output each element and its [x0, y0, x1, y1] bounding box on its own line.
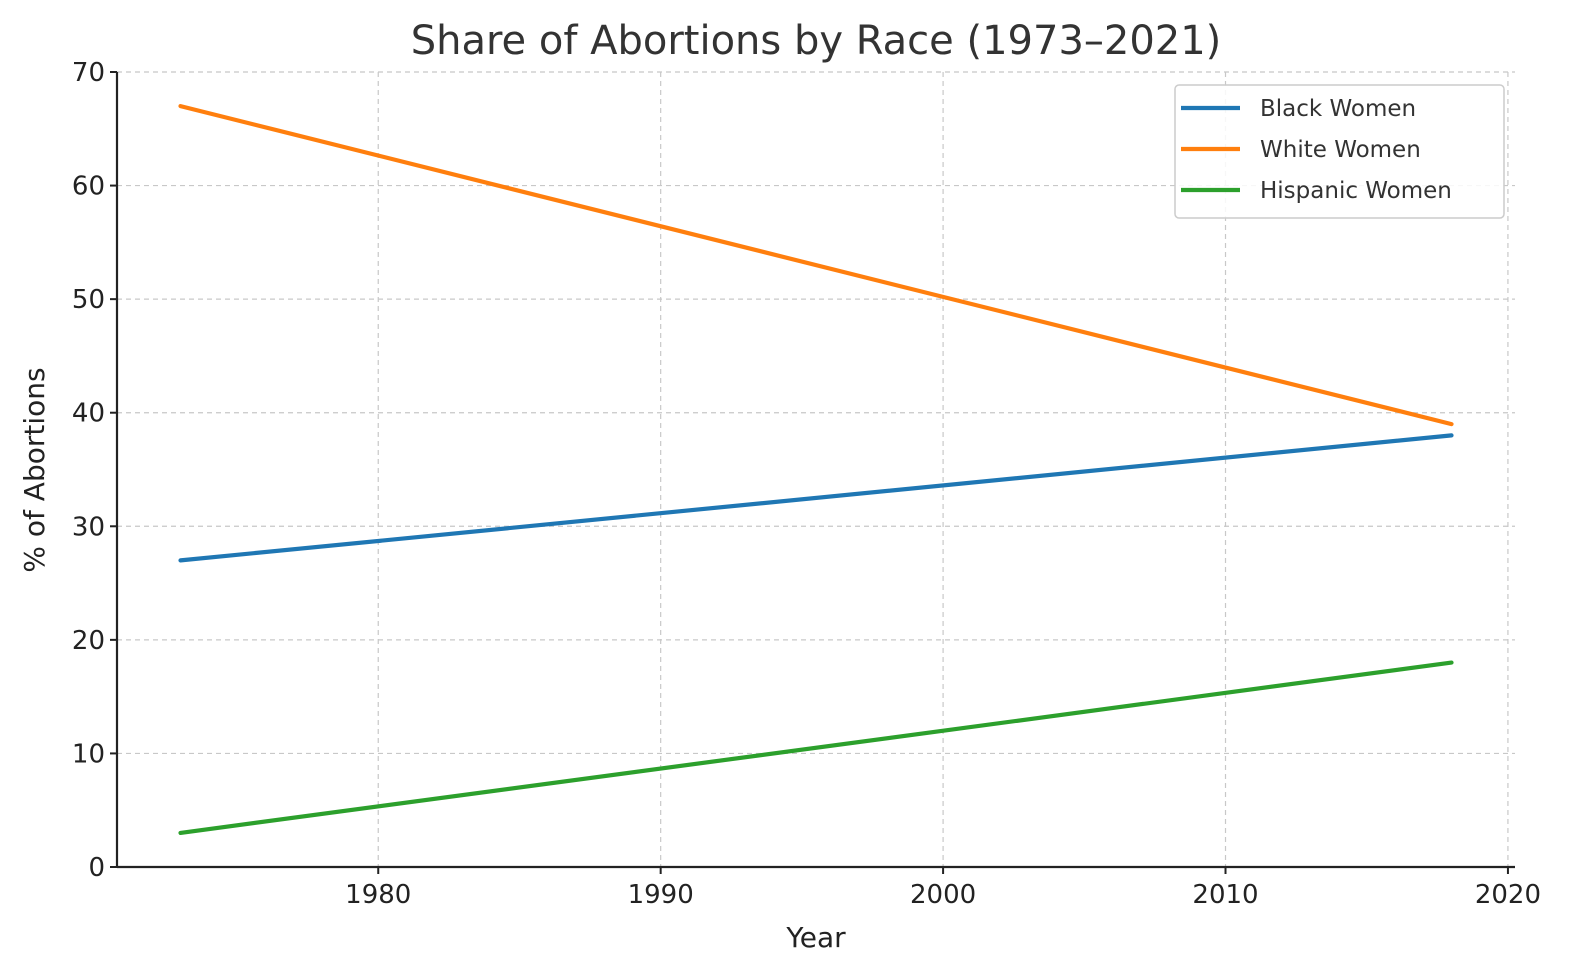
series-layer: [178, 103, 1454, 836]
legend: Black Women White Women Hispanic Women: [1174, 84, 1505, 219]
x-axis-label: Year: [785, 921, 846, 954]
x-tick-label: 1980: [345, 880, 411, 910]
y-tick-label: 40: [72, 399, 105, 429]
x-tick-label: 2000: [910, 880, 976, 910]
legend-label: Hispanic Women: [1260, 178, 1452, 204]
y-tick-label: 10: [72, 739, 105, 769]
legend-frame: [1174, 84, 1505, 219]
series-line-white-women: [178, 103, 1454, 427]
x-tick-label: 2010: [1192, 880, 1258, 910]
y-tick-label: 20: [72, 626, 105, 656]
axes-layer: 0 10 20 30 40 50 60 70 1980 1990 2000 2010 2020: [72, 58, 1541, 910]
x-tick-label: 1990: [628, 880, 694, 910]
series-line-hispanic-women: [178, 660, 1454, 836]
y-tick-label: 0: [88, 853, 105, 883]
y-axis-label: % of Abortions: [18, 367, 51, 572]
y-tick-label: 70: [72, 58, 105, 88]
legend-label: White Women: [1260, 137, 1421, 163]
y-tick-label: 30: [72, 512, 105, 542]
x-tick-label: 2020: [1475, 880, 1541, 910]
series-line-black-women: [178, 433, 1454, 563]
y-tick-label: 50: [72, 285, 105, 315]
chart-title: Share of Abortions by Race (1973–2021): [411, 18, 1222, 64]
legend-label: Black Women: [1260, 96, 1416, 122]
y-tick-label: 60: [72, 172, 105, 202]
